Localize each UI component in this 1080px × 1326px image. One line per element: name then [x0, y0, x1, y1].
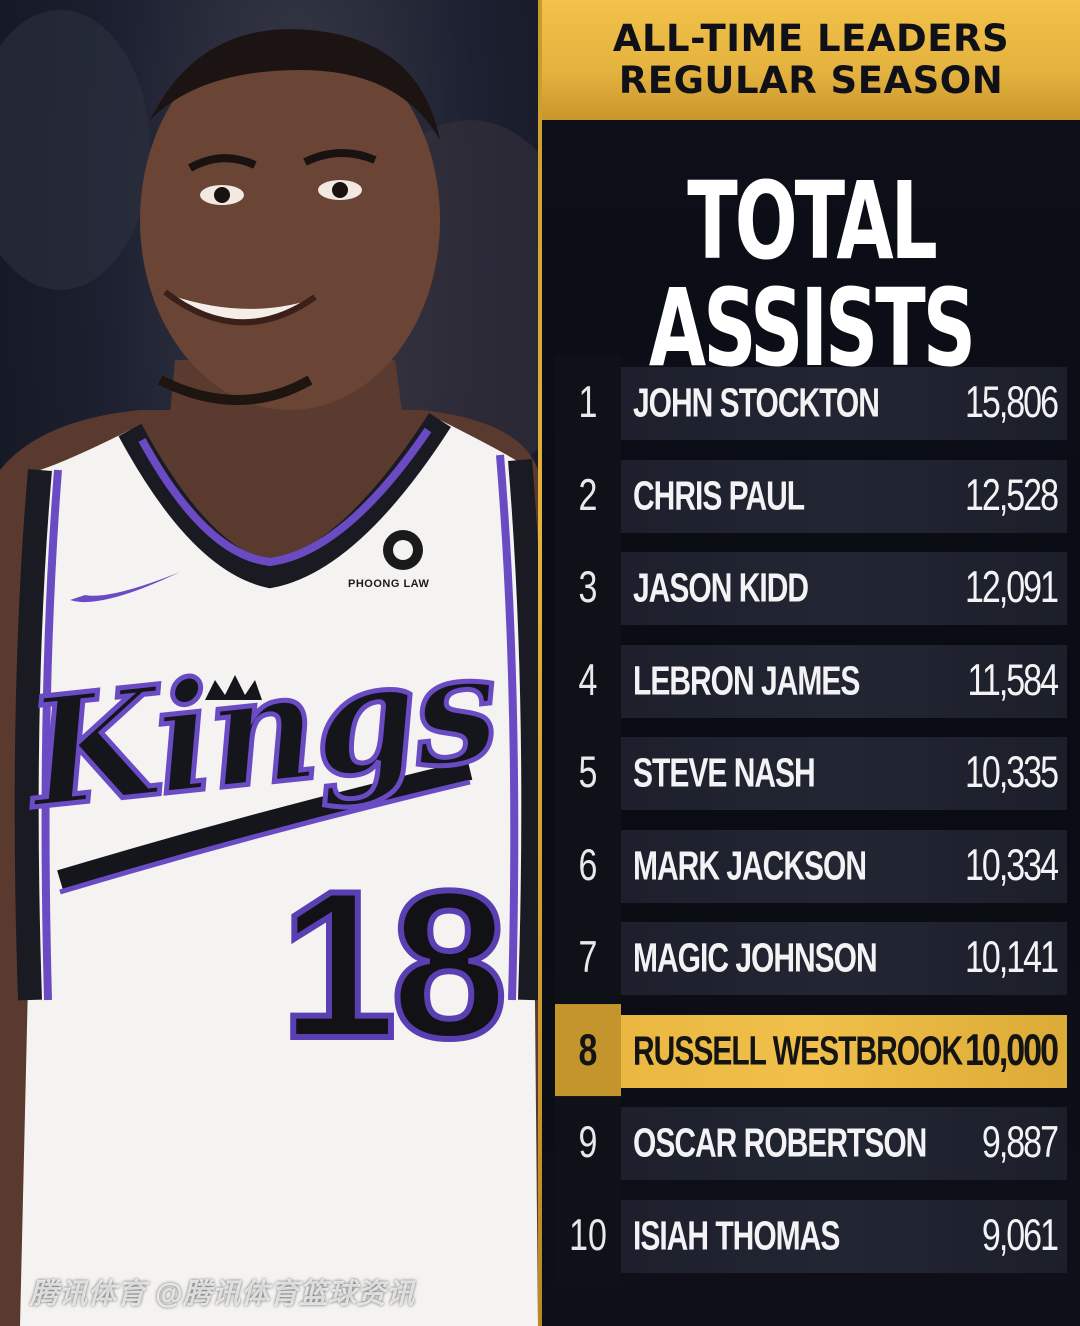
leader-rank: 3 [555, 541, 621, 636]
leader-value: 15,806 [965, 378, 1059, 428]
leader-value: 9,061 [981, 1210, 1059, 1261]
leader-value: 9,887 [981, 1118, 1059, 1168]
leader-rank: 1 [555, 356, 621, 451]
leaders-list: 1 JOHN STOCKTON 15,806 2 CHRIS PAUL 12,5… [555, 356, 1067, 1292]
leader-row: 1 JOHN STOCKTON 15,806 [555, 356, 1067, 451]
leader-value: 10,334 [965, 840, 1059, 891]
leader-value: 10,000 [965, 1025, 1059, 1076]
leader-name: ISIAH THOMAS [633, 1213, 840, 1259]
header-line-2: REGULAR SEASON [618, 59, 1004, 102]
jersey-number: 18 [277, 847, 511, 1082]
leader-name: LEBRON JAMES [633, 658, 860, 704]
leader-rank: 2 [555, 448, 621, 544]
leader-row-highlighted: 8 RUSSELL WESTBROOK 10,000 [555, 1003, 1067, 1099]
leader-name: OSCAR ROBERTSON [633, 1121, 927, 1166]
leader-name: MARK JACKSON [633, 843, 867, 889]
leader-rank: 8 [555, 1003, 621, 1099]
leader-value: 10,335 [965, 748, 1059, 798]
jersey-sponsor-logo: PHOONG LAW [348, 578, 430, 590]
leader-name: MAGIC JOHNSON [633, 936, 878, 981]
player-photo: Kings 18 PHOONG LAW [0, 0, 538, 1326]
leader-rank: 4 [555, 633, 621, 729]
leader-rank: 5 [555, 726, 621, 821]
leader-row: 10 ISIAH THOMAS 9,061 [555, 1188, 1067, 1284]
leader-name: RUSSELL WESTBROOK [633, 1028, 963, 1074]
leader-value: 12,091 [965, 563, 1059, 613]
leader-row: 6 MARK JACKSON 10,334 [555, 818, 1067, 914]
panel-divider [538, 0, 542, 1326]
leader-name: CHRIS PAUL [633, 473, 805, 519]
leader-name: JOHN STOCKTON [633, 381, 880, 426]
page-title: TOTAL ASSISTS [648, 159, 976, 392]
leader-rank: 6 [555, 818, 621, 914]
leader-row: 7 MAGIC JOHNSON 10,141 [555, 911, 1067, 1006]
leader-row: 5 STEVE NASH 10,335 [555, 726, 1067, 821]
leader-rank: 9 [555, 1096, 621, 1191]
jersey-script-logo: Kings [18, 616, 505, 845]
leader-value: 12,528 [965, 470, 1059, 521]
leader-value: 10,141 [965, 933, 1059, 983]
leader-rank: 10 [555, 1188, 621, 1284]
player-illustration [0, 10, 538, 1326]
watermark: 腾讯体育 @腾讯体育篮球资讯 [30, 1278, 416, 1309]
leader-row: 2 CHRIS PAUL 12,528 [555, 448, 1067, 544]
leader-name: STEVE NASH [633, 751, 816, 796]
leader-rank: 7 [555, 911, 621, 1006]
header-band: ALL-TIME LEADERS REGULAR SEASON [542, 0, 1080, 120]
leader-row: 9 OSCAR ROBERTSON 9,887 [555, 1096, 1067, 1191]
leader-row: 4 LEBRON JAMES 11,584 [555, 633, 1067, 729]
leader-name: JASON KIDD [633, 566, 809, 611]
header-line-1: ALL-TIME LEADERS [612, 17, 1010, 60]
leader-value: 11,584 [967, 655, 1059, 706]
leader-row: 3 JASON KIDD 12,091 [555, 541, 1067, 636]
